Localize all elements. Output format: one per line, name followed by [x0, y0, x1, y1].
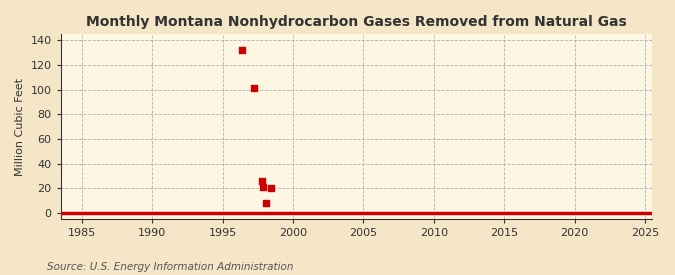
- Text: Source: U.S. Energy Information Administration: Source: U.S. Energy Information Administ…: [47, 262, 294, 272]
- Point: [258, 185, 269, 189]
- Point: [256, 179, 267, 183]
- Y-axis label: Million Cubic Feet: Million Cubic Feet: [15, 78, 25, 176]
- Point: [237, 48, 248, 53]
- Point: [261, 201, 272, 205]
- Point: [248, 86, 259, 91]
- Title: Monthly Montana Nonhydrocarbon Gases Removed from Natural Gas: Monthly Montana Nonhydrocarbon Gases Rem…: [86, 15, 627, 29]
- Point: [265, 186, 276, 190]
